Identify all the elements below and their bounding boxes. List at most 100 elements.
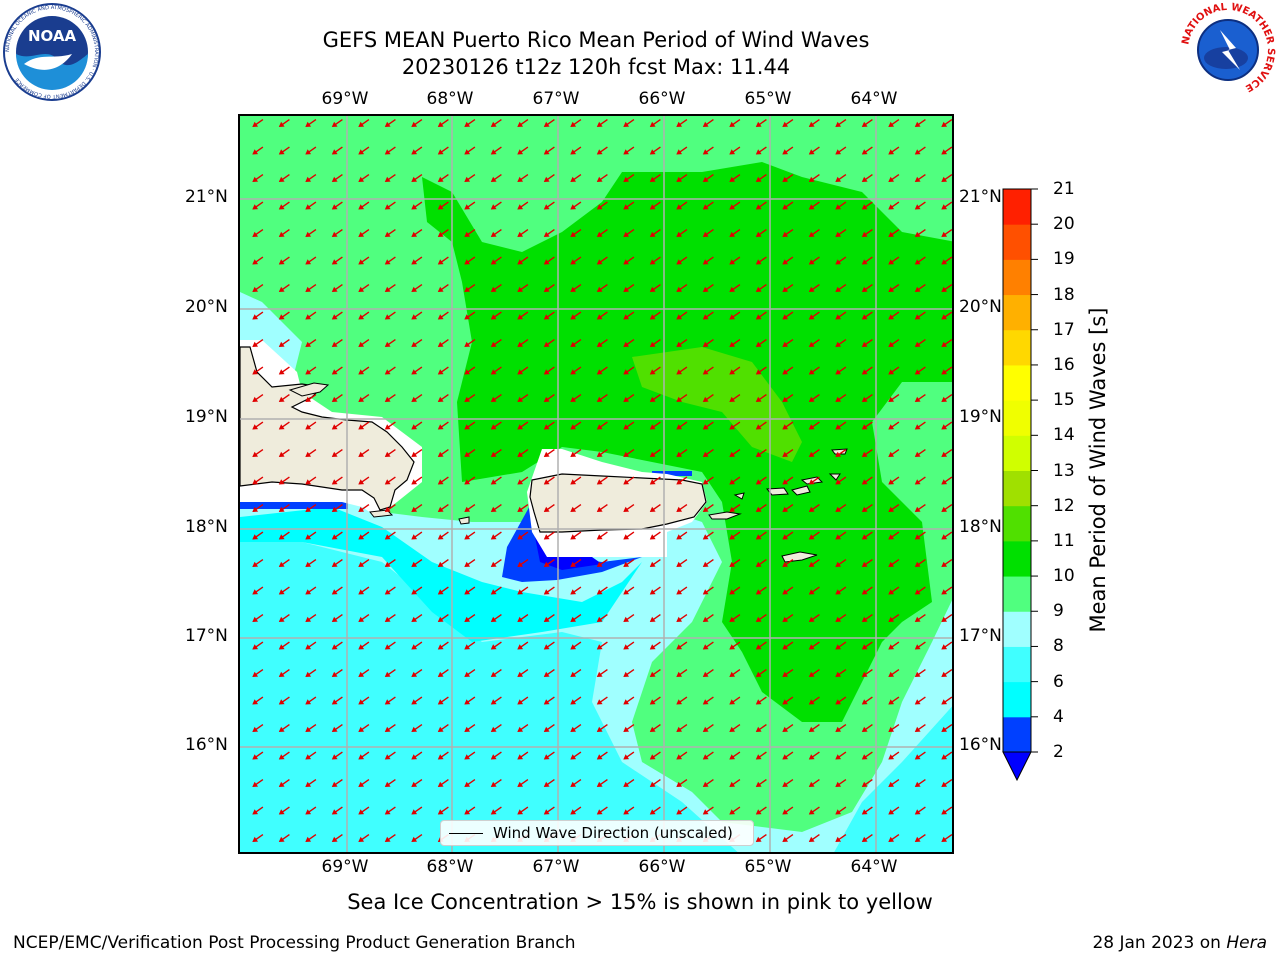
wind-wave-arrow bbox=[570, 613, 582, 623]
wind-wave-arrow bbox=[676, 338, 688, 348]
wind-wave-arrow bbox=[517, 476, 529, 485]
wind-wave-arrow bbox=[782, 338, 794, 348]
wind-wave-arrow bbox=[861, 201, 873, 210]
colorbar-segment bbox=[1003, 576, 1031, 612]
wind-wave-arrow bbox=[464, 366, 476, 375]
noaa-text: NOAA bbox=[28, 27, 77, 45]
wind-wave-arrow bbox=[411, 833, 423, 843]
wind-wave-arrow bbox=[596, 118, 608, 128]
wind-wave-arrow bbox=[517, 338, 529, 348]
wind-wave-arrow bbox=[490, 806, 502, 815]
wind-wave-arrow bbox=[623, 421, 635, 430]
wind-wave-arrows bbox=[252, 118, 952, 843]
wind-wave-arrow bbox=[331, 476, 343, 485]
wind-wave-arrow bbox=[517, 118, 529, 128]
wind-wave-arrow bbox=[517, 503, 529, 513]
wind-wave-arrow bbox=[490, 448, 502, 458]
colorbar-segments bbox=[1003, 189, 1031, 753]
wind-wave-arrow bbox=[358, 613, 370, 623]
lon-label-top-69w: 69°W bbox=[321, 89, 369, 109]
wind-wave-arrow bbox=[623, 613, 635, 623]
wind-wave-arrow bbox=[888, 146, 900, 155]
wind-wave-arrow bbox=[490, 421, 502, 430]
wind-wave-arrow bbox=[755, 833, 767, 843]
footer-date-text: 28 Jan 2023 on bbox=[1092, 933, 1221, 953]
colorbar-segment bbox=[1003, 294, 1031, 331]
wind-wave-arrow bbox=[437, 448, 449, 458]
wind-wave-arrow bbox=[437, 146, 449, 155]
wind-wave-arrow bbox=[384, 503, 396, 513]
wind-wave-arrow bbox=[676, 586, 688, 595]
wind-wave-arrow bbox=[941, 448, 952, 458]
wind-wave-arrow bbox=[623, 503, 635, 513]
wind-wave-arrow bbox=[358, 283, 370, 293]
wind-wave-arrow bbox=[729, 283, 741, 293]
wind-wave-arrow bbox=[596, 366, 608, 375]
wind-wave-arrow bbox=[358, 558, 370, 568]
wind-wave-arrow bbox=[596, 228, 608, 238]
wind-wave-arrow bbox=[835, 146, 847, 155]
wind-wave-arrow bbox=[411, 751, 423, 760]
wind-wave-arrow bbox=[543, 256, 555, 265]
legend-line-swatch bbox=[449, 833, 483, 834]
wind-wave-arrow bbox=[305, 476, 317, 485]
wind-wave-arrow bbox=[676, 173, 688, 183]
wind-wave-arrow bbox=[570, 723, 582, 733]
wind-wave-arrow bbox=[437, 751, 449, 760]
wind-wave-arrow bbox=[835, 201, 847, 210]
wind-wave-arrow bbox=[464, 503, 476, 513]
wind-wave-arrow bbox=[755, 503, 767, 513]
wind-wave-arrow bbox=[835, 421, 847, 430]
lat-label-right-16n: 16°N bbox=[959, 735, 1002, 755]
wind-wave-arrow bbox=[755, 228, 767, 238]
wind-wave-arrow bbox=[305, 751, 317, 760]
wind-wave-arrow bbox=[808, 118, 820, 128]
wind-wave-arrow bbox=[305, 641, 317, 650]
wind-wave-arrow bbox=[888, 806, 900, 815]
wind-wave-arrow bbox=[755, 751, 767, 760]
wind-wave-arrow bbox=[729, 173, 741, 183]
wind-wave-arrow bbox=[437, 228, 449, 238]
wind-wave-arrow bbox=[676, 696, 688, 705]
wind-wave-arrow bbox=[835, 448, 847, 458]
wind-wave-arrow bbox=[411, 558, 423, 568]
noaa-logo: NATIONAL OCEANIC AND ATMOSPHERIC ADMINIS… bbox=[3, 3, 101, 101]
wind-wave-arrow bbox=[358, 696, 370, 705]
wind-wave-arrow bbox=[252, 806, 264, 815]
colorbar-segment bbox=[1003, 646, 1031, 683]
wind-wave-arrow bbox=[702, 641, 714, 650]
lon-label-bottom-66w: 66°W bbox=[638, 857, 686, 877]
contour-strip-north bbox=[652, 471, 692, 476]
wind-wave-arrow bbox=[596, 641, 608, 650]
wind-wave-arrow bbox=[305, 558, 317, 568]
wind-wave-arrow bbox=[384, 806, 396, 815]
wind-wave-arrow bbox=[914, 311, 926, 320]
wind-wave-arrow bbox=[331, 586, 343, 595]
colorbar-segment bbox=[1003, 329, 1031, 366]
wind-wave-arrow bbox=[702, 668, 714, 678]
wind-wave-arrow bbox=[331, 531, 343, 540]
contour-11-12 bbox=[632, 347, 802, 462]
wind-wave-arrow bbox=[808, 283, 820, 293]
wind-wave-arrow bbox=[411, 668, 423, 678]
wind-wave-arrow bbox=[888, 311, 900, 320]
wind-wave-arrow bbox=[914, 393, 926, 403]
wind-wave-arrow bbox=[331, 448, 343, 458]
wind-wave-arrow bbox=[755, 613, 767, 623]
wind-wave-arrow bbox=[570, 476, 582, 485]
wind-wave-arrow bbox=[278, 118, 290, 128]
wind-wave-arrow bbox=[384, 256, 396, 265]
wind-wave-arrow bbox=[755, 668, 767, 678]
wind-wave-arrow bbox=[252, 668, 264, 678]
wind-wave-arrow bbox=[861, 641, 873, 650]
wind-wave-arrow bbox=[729, 256, 741, 265]
wind-wave-arrow bbox=[411, 421, 423, 430]
wind-wave-arrow bbox=[808, 311, 820, 320]
wind-wave-arrow bbox=[649, 586, 661, 595]
wind-wave-arrow bbox=[252, 421, 264, 430]
wind-wave-arrow bbox=[464, 668, 476, 678]
wind-wave-arrow bbox=[782, 503, 794, 513]
wind-wave-arrow bbox=[543, 201, 555, 210]
wind-wave-arrow bbox=[570, 366, 582, 375]
wind-wave-arrow bbox=[888, 338, 900, 348]
